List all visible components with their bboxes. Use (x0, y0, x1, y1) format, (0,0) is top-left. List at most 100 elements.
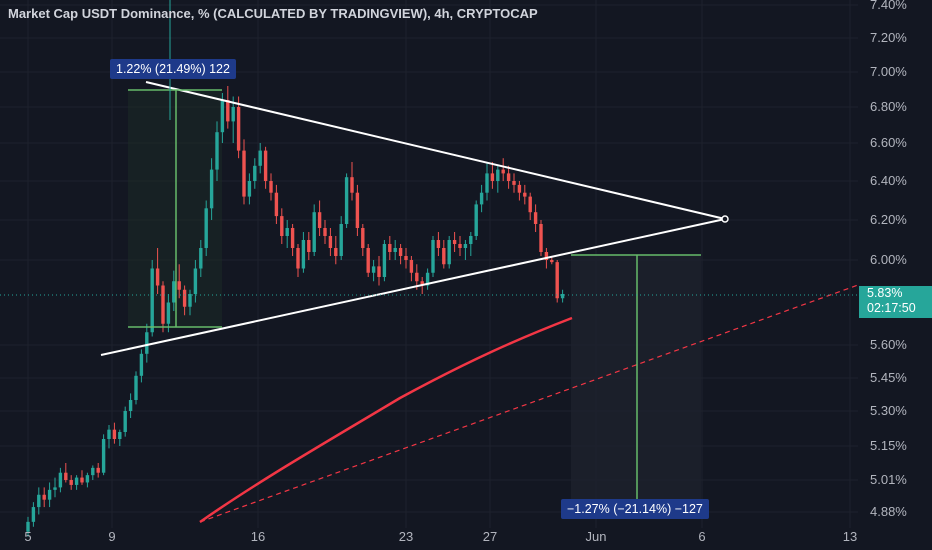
candle-body (377, 266, 381, 277)
candle-body (523, 192, 527, 197)
triangle-apex-handle (721, 215, 729, 223)
candle-body (134, 375, 138, 400)
candle-body (382, 244, 387, 277)
current-price: 5.83% (867, 286, 903, 300)
candle-body (177, 281, 181, 290)
x-tick-label: 13 (843, 529, 857, 544)
candle-body (85, 475, 90, 483)
y-tick-label: 5.30% (870, 403, 907, 418)
y-tick-label: 5.15% (870, 438, 907, 453)
y-tick-label: 6.60% (870, 135, 907, 150)
candle-body (188, 294, 192, 307)
candle-body (496, 169, 500, 181)
candle-body (285, 228, 289, 236)
candle-body (555, 262, 559, 299)
candle-body (139, 353, 144, 376)
candle-body (166, 302, 171, 324)
candle-body (366, 248, 370, 273)
y-tick-label: 6.40% (870, 173, 907, 188)
candle-body (317, 212, 322, 228)
candle-body (112, 429, 117, 439)
candle-body (128, 400, 133, 411)
candle-body (26, 521, 30, 532)
candle-body (220, 100, 225, 133)
candle-body (361, 228, 365, 248)
candle-body (74, 477, 79, 485)
measure-down-label: −1.27% (−21.14%) −127 (561, 499, 709, 519)
y-tick-label: 6.20% (870, 212, 907, 227)
candle-body (204, 208, 208, 248)
candle-body (447, 240, 451, 265)
candle-body (350, 177, 354, 193)
candle-body (452, 240, 457, 244)
y-tick-label: 6.00% (870, 252, 907, 267)
y-tick-label: 4.88% (870, 504, 907, 519)
candle-body (226, 100, 230, 122)
candle-body (388, 244, 392, 252)
candle-body (425, 272, 430, 286)
candle-body (231, 107, 235, 122)
candle-body (215, 132, 219, 170)
candle-body (107, 429, 111, 439)
candle-body (199, 248, 203, 269)
candles (26, 86, 565, 537)
candle-body (193, 268, 198, 294)
x-tick-label: 6 (698, 529, 705, 544)
candle-body (436, 240, 441, 248)
y-tick-label: 5.01% (870, 472, 907, 487)
candle-body (409, 260, 414, 273)
chart-title: Market Cap USDT Dominance, % (CALCULATED… (8, 6, 538, 21)
candle-body (420, 281, 424, 286)
y-tick-label: 5.45% (870, 370, 907, 385)
candle-body (323, 228, 327, 236)
candle-body (274, 192, 279, 217)
candle-body (42, 494, 46, 500)
x-tick-label: 27 (483, 529, 497, 544)
y-tick-label: 7.20% (870, 30, 907, 45)
x-tick-label: 23 (399, 529, 413, 544)
candle-body (209, 169, 214, 209)
candle-body (161, 285, 165, 324)
candle-body (328, 236, 333, 248)
candle-body (242, 150, 246, 197)
y-tick-label: 7.00% (870, 64, 907, 79)
candle-body (69, 480, 73, 485)
measure-up-label: 1.22% (21.49%) 122 (110, 59, 236, 79)
drawings (0, 0, 859, 524)
candle-body (96, 467, 100, 473)
candle-body (123, 411, 127, 432)
candle-body (431, 240, 435, 273)
candle-body (182, 289, 187, 307)
dashed-trend-line (199, 284, 859, 523)
candle-body (501, 169, 505, 174)
candle-body (155, 268, 160, 286)
candle-body (312, 212, 316, 252)
y-tick-label: 6.80% (870, 99, 907, 114)
candle-body (145, 332, 149, 354)
x-tick-label: 16 (251, 529, 265, 544)
candle-countdown: 02:17:50 (867, 301, 916, 315)
candle-body (280, 216, 284, 236)
candle-body (463, 244, 468, 248)
candle-body (307, 240, 311, 252)
x-tick-label: Jun (586, 529, 607, 544)
candle-body (404, 256, 408, 260)
triangle-lower-line (100, 218, 726, 356)
measure-shading (128, 90, 701, 515)
candle-body (58, 472, 63, 488)
candle-body (339, 224, 343, 256)
candle-body (517, 184, 522, 193)
candle-body (247, 181, 252, 197)
current-price-tag: 5.83% 02:17:50 (859, 286, 932, 318)
candle-body (479, 192, 484, 205)
candle-body (334, 248, 338, 256)
candle-body (490, 173, 495, 181)
candle-body (64, 472, 68, 480)
candle-body (53, 487, 57, 490)
measure-down-box (571, 255, 701, 515)
candle-body (560, 294, 565, 299)
x-tick-label: 5 (24, 529, 31, 544)
candle-body (253, 165, 257, 181)
candle-body (258, 150, 262, 166)
